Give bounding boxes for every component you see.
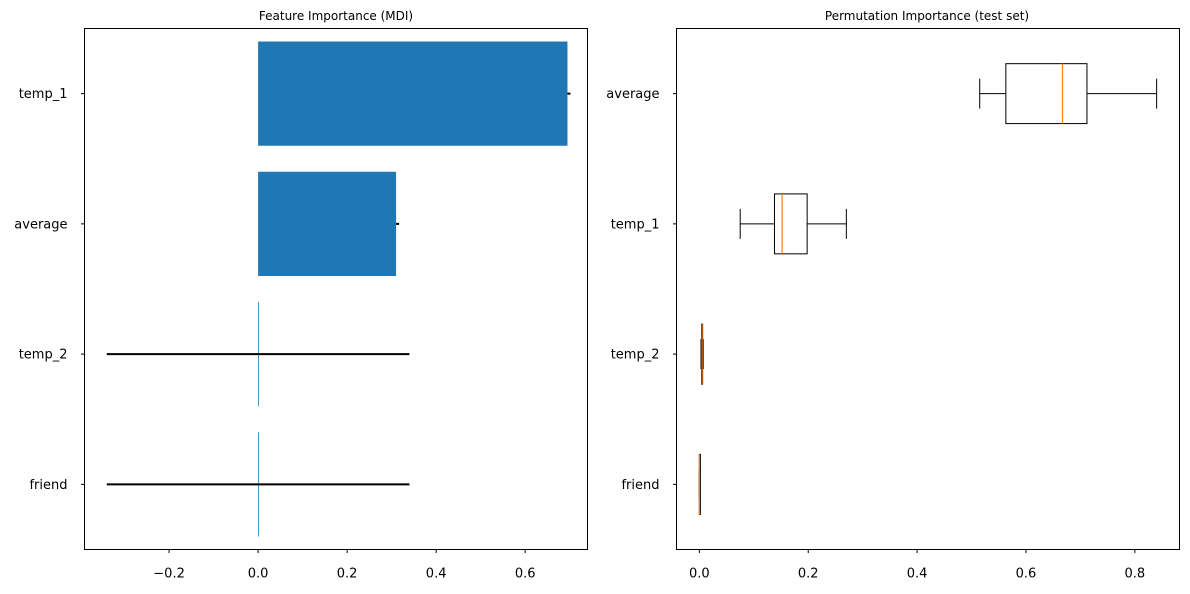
y-tick-label-temp-2: temp_2 [611,348,660,363]
y-tick-label-average: average [606,87,659,102]
mdi-error-bars [106,92,571,486]
x-tick-label: 0.6 [1016,567,1037,582]
x-tick-label: 0.2 [798,567,819,582]
box-friend [698,453,701,515]
y-tick-label-friend: friend [29,478,67,493]
x-tick-label: 0.6 [515,567,536,582]
box-temp-1 [739,193,847,255]
bar-temp-1 [258,41,568,146]
y-tick-label-friend: friend [621,478,659,493]
x-tick-label: 0.4 [907,567,928,582]
permutation-boxes [698,63,1158,515]
x-tick-label: 0.2 [337,567,358,582]
permutation-importance-chart: Permutation Importance (test set) averag… [606,9,1180,582]
x-tick-label: −0.2 [153,567,185,582]
permutation-chart-title: Permutation Importance (test set) [825,9,1029,23]
permutation-x-axis: 0.0 0.2 0.4 0.6 0.8 [689,549,1146,582]
mdi-x-axis: −0.2 0.0 0.2 0.4 0.6 [153,549,536,582]
x-tick-label: 0.8 [1125,567,1146,582]
y-tick-label-temp-1: temp_1 [19,87,68,102]
box-iqr [773,193,808,255]
box-iqr [1005,63,1088,125]
box-temp-2 [700,323,704,385]
y-tick-label-temp-2: temp_2 [19,348,68,363]
y-tick-label-average: average [14,217,67,232]
x-tick-label: 0.0 [248,567,269,582]
x-tick-label: 0.4 [426,567,447,582]
mdi-bars [258,41,568,537]
mdi-importance-chart: Feature Importance (MDI) temp_1averagete… [14,9,588,582]
permutation-plot-frame [676,28,1180,550]
mdi-plot-frame [84,28,588,550]
x-tick-label: 0.0 [689,567,710,582]
bar-average [258,171,397,276]
box-average [979,63,1158,125]
mdi-chart-title: Feature Importance (MDI) [259,9,413,23]
y-tick-label-temp-1: temp_1 [611,217,660,232]
